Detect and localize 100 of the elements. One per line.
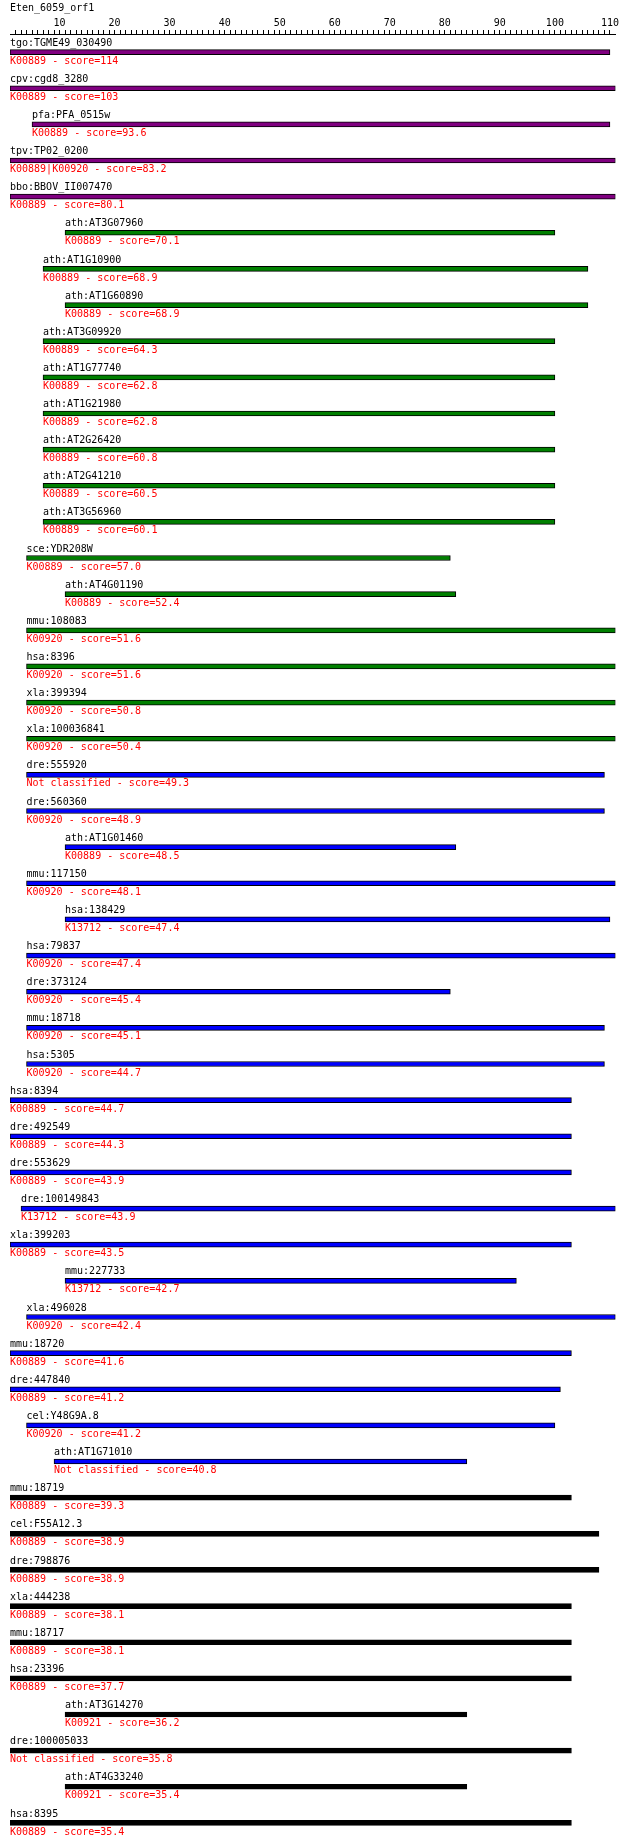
annotation: K00889 - score=52.4 (65, 596, 180, 608)
annotation: K00920 - score=47.4 (26, 958, 141, 970)
annotation: K00920 - score=45.4 (26, 994, 141, 1006)
y-tick-label: mmu:18717 (10, 1626, 65, 1638)
y-tick-label: tgo:TGME49_030490 (10, 36, 113, 49)
y-tick-label: dre:373124 (26, 976, 87, 988)
x-tick-label: 110 (600, 16, 619, 28)
x-tick-label: 50 (273, 16, 286, 28)
annotation: K00889 - score=60.8 (43, 452, 158, 464)
annotation: Not classified - score=40.8 (54, 1464, 217, 1476)
x-tick-label: 100 (545, 16, 564, 28)
annotation: K00920 - score=50.4 (26, 741, 141, 753)
y-tick-label: cpv:cgd8_3280 (10, 72, 89, 85)
annotation: K00889 - score=62.8 (43, 416, 158, 428)
y-tick-label: mmu:18720 (10, 1337, 65, 1349)
annotation: K13712 - score=42.7 (65, 1283, 180, 1295)
y-tick-label: xla:496028 (26, 1301, 87, 1313)
x-tick-label: 10 (53, 16, 66, 28)
y-tick-label: sce:YDR208W (26, 542, 94, 554)
annotation: K00921 - score=35.4 (65, 1789, 180, 1801)
y-tick-label: hsa:5305 (26, 1048, 75, 1060)
annotation: K00920 - score=48.1 (26, 885, 141, 897)
y-tick-label: ath:AT3G56960 (43, 506, 122, 518)
y-tick-label: dre:100005033 (10, 1735, 89, 1747)
annotation: K00920 - score=45.1 (26, 1030, 141, 1042)
annotation: Not classified - score=35.8 (10, 1753, 173, 1765)
y-tick-label: ath:AT4G33240 (65, 1771, 144, 1783)
x-tick-label: 30 (163, 16, 176, 28)
y-tick-label: ath:AT1G77740 (43, 361, 122, 373)
y-tick-label: dre:798876 (10, 1554, 71, 1566)
y-tick-label: dre:492549 (10, 1120, 71, 1132)
annotation: K00889 - score=62.8 (43, 379, 158, 391)
annotation: K00920 - score=51.6 (26, 669, 141, 681)
y-tick-label: cel:F55A12.3 (10, 1518, 83, 1530)
y-tick-label: dre:560360 (26, 795, 87, 807)
y-tick-label: ath:AT2G41210 (43, 470, 122, 482)
annotation: K00920 - score=42.4 (26, 1319, 141, 1331)
y-tick-label: ath:AT1G10900 (43, 253, 122, 265)
annotation: K00889 - score=103 (10, 90, 119, 102)
annotation: K00889 - score=38.9 (10, 1536, 125, 1548)
y-tick-label: mmu:18719 (10, 1482, 65, 1494)
annotation: K00889 - score=44.7 (10, 1102, 125, 1114)
bar (10, 1603, 572, 1609)
x-tick-label: 70 (383, 16, 396, 28)
annotation: K00889 - score=70.1 (65, 235, 180, 247)
y-tick-label: mmu:227733 (65, 1265, 126, 1277)
annotation: K00889 - score=43.5 (10, 1247, 125, 1259)
annotation: K00920 - score=51.6 (26, 632, 141, 644)
annotation: K00889 - score=68.9 (43, 271, 158, 283)
bar (64, 1783, 468, 1790)
y-tick-label: cel:Y48G9A.8 (26, 1409, 99, 1421)
y-tick-label: hsa:8396 (26, 651, 75, 663)
annotation: K00920 - score=41.2 (26, 1427, 141, 1439)
y-tick-label: dre:555920 (26, 759, 87, 771)
y-tick-label: dre:100149843 (21, 1193, 100, 1205)
y-tick-label: ath:AT1G01460 (65, 831, 144, 843)
bar (10, 1820, 572, 1826)
y-tick-label: bbo:BBOV_II007470 (10, 181, 113, 194)
y-tick-label: xla:100036841 (26, 723, 105, 735)
annotation: K00889 - score=38.1 (10, 1608, 125, 1620)
y-tick-label: dre:447840 (10, 1373, 71, 1385)
y-tick-label: ath:AT4G01190 (65, 578, 144, 590)
annotation: K00889 - score=44.3 (10, 1138, 125, 1150)
y-tick-label: ath:AT3G09920 (43, 325, 122, 337)
annotation: K00889 - score=37.7 (10, 1680, 125, 1692)
annotation: K00921 - score=36.2 (65, 1717, 180, 1729)
y-tick-label: ath:AT2G26420 (43, 434, 122, 446)
annotation: K00889 - score=38.1 (10, 1644, 125, 1656)
y-tick-label: xla:399394 (26, 687, 87, 699)
annotation: K00889 - score=64.3 (43, 343, 158, 355)
annotation: K00889 - score=57.0 (26, 560, 141, 572)
y-tick-label: hsa:8394 (10, 1084, 59, 1096)
y-tick-label: mmu:18718 (26, 1012, 81, 1024)
annotation: K00889 - score=38.9 (10, 1572, 125, 1584)
y-tick-label: xla:444238 (10, 1590, 71, 1602)
y-tick-label: xla:399203 (10, 1229, 71, 1241)
annotation: K13712 - score=47.4 (65, 922, 180, 934)
y-tick-label: hsa:138429 (65, 904, 126, 916)
annotation: K00889 - score=93.6 (32, 126, 147, 138)
y-tick-label: ath:AT1G21980 (43, 398, 122, 410)
chart-title: Eten_6059_orf1 (10, 1, 95, 14)
y-tick-label: ath:AT1G71010 (54, 1446, 133, 1458)
y-tick-label: pfa:PFA_0515w (32, 108, 112, 121)
x-tick-label: 90 (493, 16, 506, 28)
bar (10, 1567, 600, 1573)
annotation: K00889|K00920 - score=83.2 (10, 163, 167, 176)
bar (10, 1494, 572, 1501)
annotation: K00889 - score=60.1 (43, 524, 158, 536)
annotation: K00889 - score=41.2 (10, 1391, 125, 1403)
annotation: K00889 - score=48.5 (65, 849, 180, 861)
annotation: K00920 - score=44.7 (26, 1066, 141, 1078)
bar (10, 1639, 572, 1646)
annotation: K00889 - score=60.5 (43, 488, 158, 500)
x-tick-label: 80 (438, 16, 451, 28)
annotation: K00889 - score=41.6 (10, 1355, 125, 1367)
y-tick-label: mmu:108083 (26, 614, 87, 626)
y-tick-label: ath:AT3G07960 (65, 217, 144, 229)
y-tick-label: hsa:79837 (26, 940, 81, 952)
annotation: K00889 - score=114 (10, 54, 119, 66)
annotation: K00920 - score=48.9 (26, 813, 141, 825)
